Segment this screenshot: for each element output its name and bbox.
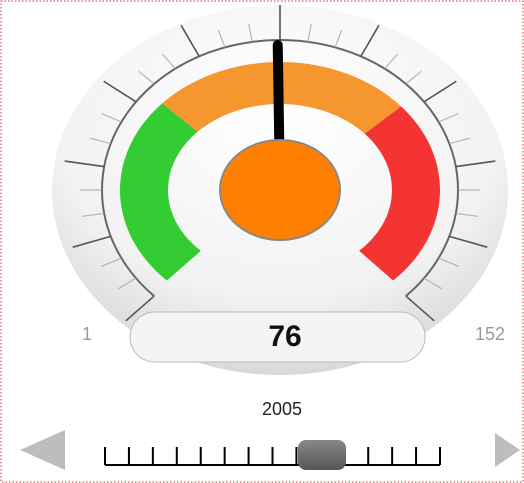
gauge-tick (360, 24, 380, 57)
gauge-tick (138, 70, 155, 85)
gauge-band (120, 103, 201, 281)
gauge-tick (455, 160, 496, 168)
next-arrow[interactable] (495, 433, 520, 467)
gauge-tick (82, 212, 105, 217)
gauge-tick (405, 295, 435, 322)
gauge-ticks (64, 5, 496, 322)
gauge-tick (405, 70, 422, 85)
gauge-tick (101, 113, 122, 123)
gauge-tick (307, 23, 312, 42)
prev-arrow[interactable] (20, 430, 65, 470)
gauge-tick (103, 80, 137, 103)
gauge-tick (334, 30, 343, 48)
gauge-tick (455, 212, 478, 217)
gauge-tick (162, 53, 176, 69)
gauge-tick (438, 113, 459, 123)
gauge-tick (72, 235, 111, 248)
value-label: 76 (268, 320, 301, 353)
gauge-tick (64, 160, 105, 168)
gauge-tick (248, 23, 253, 42)
gauge-tick (438, 257, 459, 267)
gauge-tick (125, 295, 155, 322)
year-label: 2005 (262, 399, 302, 419)
gauge-tick (384, 53, 398, 69)
gauge-tick (423, 80, 457, 103)
gauge-tick (449, 137, 471, 145)
slider-thumb[interactable] (298, 440, 346, 470)
gauge-tick (89, 137, 111, 145)
gauge-tick (101, 257, 122, 267)
gauge-band (359, 106, 440, 281)
gauge-tick (117, 277, 137, 290)
gauge-tick (180, 24, 200, 57)
gauge-tick (423, 277, 443, 290)
hub (219, 139, 341, 241)
slider[interactable] (104, 440, 441, 470)
min-label: 1 (82, 324, 92, 344)
value-box (129, 311, 426, 363)
gauge-bands (120, 61, 440, 281)
max-label: 152 (475, 324, 505, 344)
gauge-tick (449, 235, 488, 248)
gauge-tick (217, 30, 226, 48)
